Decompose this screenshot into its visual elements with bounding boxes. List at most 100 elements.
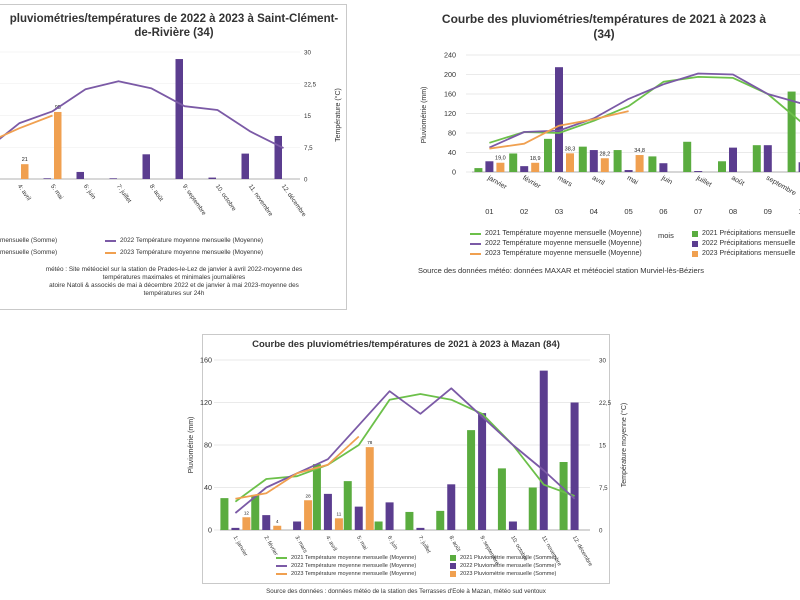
legend-item: 2022 Précipitations mensuelle — [692, 240, 795, 247]
series-line — [234, 393, 575, 503]
bar — [467, 430, 476, 530]
month-number-label: 10 — [798, 207, 800, 216]
bar — [21, 164, 29, 179]
data-label: 34,8 — [634, 148, 645, 154]
series-line — [489, 110, 629, 150]
month-number-label: 02 — [520, 207, 528, 216]
bar — [251, 494, 260, 530]
month-number-label: 01 — [485, 207, 493, 216]
data-label: 11 — [337, 511, 342, 516]
bar — [175, 59, 183, 179]
data-label: 12 — [244, 510, 250, 515]
bar — [304, 500, 313, 530]
legend-label: 2022 Température moyenne mensuelle (Moye… — [120, 237, 264, 244]
legend-label: 2021 Température moyenne mensuelle (Moye… — [291, 555, 417, 561]
data-label: 28,2 — [599, 151, 610, 157]
bar — [566, 153, 574, 172]
data-label: 78 — [367, 440, 373, 445]
x-tick-label: 3: mars — [293, 535, 308, 554]
x-tick-label: 11. novembre — [247, 183, 274, 218]
chart-title-line: (34) — [593, 27, 615, 41]
x-tick-label: 7: juillet — [417, 535, 432, 555]
bar — [208, 177, 216, 179]
legend-label: 2022 Température moyenne mensuelle (Moye… — [291, 563, 417, 569]
legend-label: 2023 Température moyenne mensuelle (Moye… — [291, 571, 417, 577]
legend-item: 2021 Température moyenne mensuelle (Moye… — [470, 230, 642, 237]
legend-item: 2023 Pluviométrie mensuelle (Somme) — [450, 571, 556, 577]
legend-swatch — [692, 240, 698, 247]
bar — [142, 154, 150, 179]
series-line — [0, 80, 284, 149]
bar — [405, 511, 414, 530]
y-axis-title: Pluviométrie (mm) — [421, 87, 428, 144]
x-tick-label: mars — [556, 175, 573, 189]
y-tick-label: 80 — [204, 441, 212, 450]
bar — [798, 162, 800, 172]
bar — [220, 498, 229, 530]
y-tick-label: 160 — [444, 90, 456, 99]
chart-title: pluviométries/températures de 2022 à 202… — [0, 12, 348, 40]
bar — [559, 462, 568, 530]
bar — [531, 162, 540, 172]
y2-tick-label: 7,5 — [599, 485, 608, 492]
chart-panel-34: Courbe des pluviométries/températures de… — [408, 0, 800, 300]
bar — [312, 464, 321, 530]
legend-item: 2023 Précipitations mensuelle — [692, 250, 795, 257]
bar — [274, 135, 282, 179]
legend-swatch — [105, 251, 116, 254]
bar — [231, 527, 240, 530]
month-number-label: 08 — [729, 207, 737, 216]
y2-tick-label: 0 — [304, 177, 308, 184]
bar — [659, 163, 668, 172]
chart-panel-mazan: Courbe des pluviométries/températures de… — [188, 330, 628, 600]
bar — [496, 162, 505, 172]
month-number-label: 07 — [694, 207, 702, 216]
chart-plot: 240 200 160 120 80 40 0 Pluviométrie (mm) mois 19… — [421, 51, 800, 240]
bar — [416, 527, 425, 530]
bar — [497, 468, 506, 530]
x-tick-label: 7: juillet — [115, 183, 133, 204]
legend-label: 2022 Pluviométrie mensuelle (Somme) — [460, 563, 557, 569]
bar — [509, 153, 518, 172]
data-label: 18,9 — [530, 156, 541, 162]
x-tick-label: septembre — [765, 175, 797, 198]
bar — [436, 510, 445, 530]
x-tick-label: août — [730, 175, 745, 188]
bar — [447, 484, 456, 530]
chart-title: Courbe des pluviométries/températures de… — [252, 339, 560, 350]
bar — [262, 515, 271, 530]
bar — [323, 493, 332, 530]
chart-frame — [202, 334, 610, 584]
source-line: météo : Site météociel sur la station de… — [45, 266, 303, 273]
legend-item: 2023 Température moyenne mensuelle (Moye… — [470, 250, 642, 257]
x-tick-label: février — [521, 175, 542, 191]
source-line: Source des données : données météo de la… — [266, 588, 546, 595]
bar — [354, 506, 363, 530]
legend-item: 2021 Pluviométrie mensuelle (Somme) — [450, 555, 556, 561]
bar — [729, 147, 737, 172]
y-tick-label: 0 — [208, 526, 212, 535]
legend-label: mensuelle (Somme) — [0, 237, 58, 244]
x-tick-label: janvier — [486, 174, 509, 191]
bar — [242, 517, 251, 530]
series-line — [489, 72, 800, 149]
y2-tick-label: 22,5 — [599, 400, 612, 407]
bar — [683, 141, 692, 172]
y-tick-label: 240 — [444, 51, 456, 60]
bar — [273, 525, 282, 530]
bar — [374, 521, 383, 530]
series-line — [234, 387, 576, 514]
bar — [752, 145, 761, 172]
bar — [508, 521, 517, 530]
source-line: Source des données météo: données MAXAR … — [418, 266, 704, 275]
x-tick-label: 8: août — [148, 183, 165, 203]
legend-item: 2023 Température moyenne mensuelle (Moye… — [105, 249, 263, 256]
legend-label: 2023 Température moyenne mensuelle (Moye… — [485, 250, 642, 257]
chart-title-line: Courbe des pluviométries/températures de… — [441, 12, 767, 26]
legend-swatch — [450, 571, 456, 577]
x-tick-label: 12. décembre — [280, 183, 308, 218]
bar — [613, 150, 622, 172]
y-tick-label: 40 — [448, 148, 456, 157]
bar — [787, 91, 796, 172]
